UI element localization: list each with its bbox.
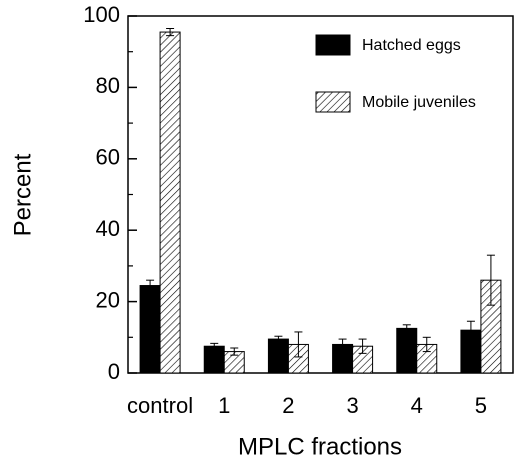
legend-swatch bbox=[315, 91, 351, 113]
y-tick-label: 20 bbox=[96, 287, 120, 312]
legend-swatch bbox=[315, 34, 351, 56]
error-bar bbox=[466, 320, 475, 340]
x-tick-label: 4 bbox=[411, 393, 423, 418]
y-tick-label: 60 bbox=[96, 145, 120, 170]
x-tick-label: 2 bbox=[282, 393, 294, 418]
plot-frame bbox=[127, 15, 514, 374]
error-bar bbox=[338, 338, 347, 351]
x-axis-label: MPLC fractions bbox=[238, 433, 402, 460]
error-bar bbox=[486, 254, 495, 306]
x-tick-label: 3 bbox=[346, 393, 358, 418]
error-bar bbox=[402, 324, 411, 333]
error-bar bbox=[146, 279, 155, 292]
y-tick-label: 80 bbox=[96, 73, 120, 98]
bar bbox=[139, 285, 161, 374]
y-tick-label: 100 bbox=[83, 2, 120, 27]
bar bbox=[159, 31, 181, 374]
legend-label: Hatched eggs bbox=[362, 37, 461, 54]
error-bar bbox=[166, 27, 175, 37]
y-tick-label: 40 bbox=[96, 216, 120, 241]
error-bar bbox=[358, 338, 367, 354]
x-tick-label: 5 bbox=[475, 393, 487, 418]
error-bar bbox=[274, 335, 283, 343]
error-bar bbox=[294, 331, 303, 358]
bar bbox=[203, 345, 225, 374]
error-bar bbox=[210, 342, 219, 350]
bar bbox=[396, 327, 418, 374]
legend-label: Mobile juveniles bbox=[362, 94, 476, 111]
bar bbox=[267, 338, 289, 374]
y-tick-label: 0 bbox=[108, 359, 120, 384]
x-tick-label: control bbox=[127, 393, 193, 418]
error-bar bbox=[230, 347, 239, 356]
x-tick-label: 1 bbox=[218, 393, 230, 418]
error-bar bbox=[422, 336, 431, 353]
y-axis-label: Percent bbox=[9, 153, 36, 236]
